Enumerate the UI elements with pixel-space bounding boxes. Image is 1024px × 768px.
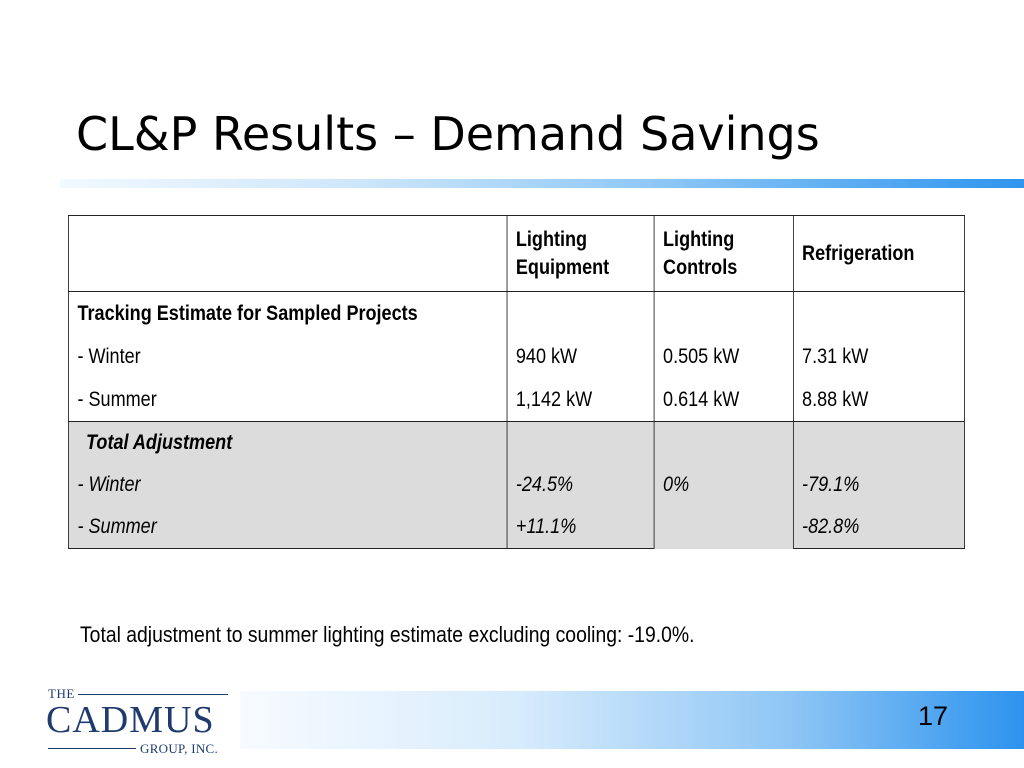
- adjustment-summer-refrigeration: -82.8%: [792, 506, 965, 549]
- logo-top-rule: [78, 694, 228, 695]
- table-row: Total Adjustment 0%: [68, 421, 965, 549]
- table-row: - Summer 1,142 kW 0.614 kW 8.88 kW: [68, 378, 965, 422]
- table-row: - Winter -24.5% -79.1%: [68, 464, 965, 506]
- total-adjustment-group: Total Adjustment 0% - Winter -24.5% -79.…: [68, 421, 965, 549]
- adjustment-winter-lighting-equipment: -24.5%: [506, 464, 655, 506]
- tracking-winter-lighting-controls: 0.505 kW: [653, 335, 794, 378]
- tracking-summer-refrigeration: 8.88 kW: [792, 378, 965, 422]
- table-cell: [792, 291, 965, 335]
- tracking-winter-lighting-equipment: 940 kW: [506, 335, 655, 378]
- row-label-summer-italic: - Summer: [68, 506, 508, 549]
- table-cell: [792, 421, 965, 464]
- table-cell: [506, 421, 655, 464]
- row-label-summer: - Summer: [68, 378, 508, 422]
- table-row: Tracking Estimate for Sampled Projects: [68, 291, 965, 335]
- tracking-summer-lighting-controls: 0.614 kW: [653, 378, 794, 422]
- tracking-estimate-group: Tracking Estimate for Sampled Projects -…: [68, 291, 965, 422]
- row-label-winter: - Winter: [68, 335, 508, 378]
- tracking-winter-refrigeration: 7.31 kW: [792, 335, 965, 378]
- logo-bottom-rule: [48, 748, 136, 749]
- total-adjustment-heading: Total Adjustment: [68, 421, 508, 464]
- row-label-winter-italic: - Winter: [68, 464, 508, 506]
- logo-name: CADMUS: [46, 699, 215, 741]
- tracking-summer-lighting-equipment: 1,142 kW: [506, 378, 655, 422]
- logo-the: THE: [48, 686, 75, 701]
- footnote: Total adjustment to summer lighting esti…: [80, 622, 695, 647]
- table-cell: [653, 291, 794, 335]
- header-lighting-controls: Lighting Controls: [653, 215, 794, 292]
- title-underline-gradient: [60, 179, 1024, 188]
- slide-title: CL&P Results – Demand Savings: [76, 107, 820, 161]
- adjustment-lighting-controls: 0%: [653, 421, 794, 549]
- header-blank-cell: [68, 215, 508, 292]
- adjustment-summer-lighting-equipment: +11.1%: [506, 506, 655, 549]
- table-header-row: Lighting Equipment Lighting Controls Ref…: [68, 215, 965, 292]
- table-row: - Winter 940 kW 0.505 kW 7.31 kW: [68, 335, 965, 378]
- logo-group-text: GROUP, INC.: [140, 741, 219, 756]
- header-lighting-equipment: Lighting Equipment: [506, 215, 655, 292]
- footer-gradient-band: [240, 691, 1024, 749]
- page-number: 17: [918, 701, 949, 731]
- tracking-estimate-heading: Tracking Estimate for Sampled Projects: [68, 291, 508, 335]
- table-row: - Summer +11.1% -82.8%: [68, 506, 965, 549]
- table-cell: [506, 291, 655, 335]
- demand-savings-table: Lighting Equipment Lighting Controls Ref…: [68, 215, 965, 549]
- adjustment-winter-refrigeration: -79.1%: [792, 464, 965, 506]
- cadmus-logo: THE CADMUS GROUP, INC.: [44, 684, 236, 760]
- header-refrigeration: Refrigeration: [792, 215, 965, 292]
